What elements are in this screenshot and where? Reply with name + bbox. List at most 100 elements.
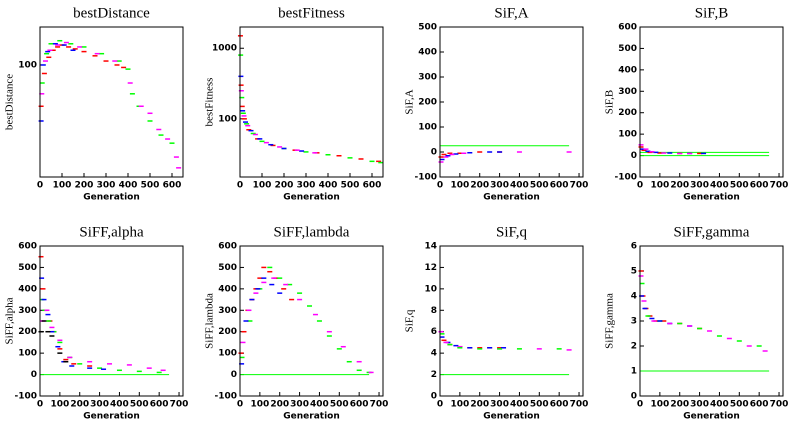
scatter-point: [87, 367, 93, 369]
plot-frame: [39, 26, 184, 178]
scatter-point: [245, 124, 251, 127]
scatter-point: [316, 320, 322, 322]
scatter-point: [239, 363, 245, 365]
scatter-point: [516, 348, 522, 350]
x-tick-label: 300: [90, 400, 109, 410]
x-tick-label: 0: [237, 400, 243, 410]
chart-title: SiF,q: [496, 224, 527, 240]
scatter-point: [443, 341, 449, 344]
scatter-point: [312, 152, 318, 154]
x-tick-label: 500: [530, 181, 549, 191]
y-axis-label: bestDistance: [4, 74, 16, 130]
scatter-point: [50, 49, 56, 51]
scatter-point: [487, 347, 493, 349]
scatter-point: [677, 322, 683, 325]
scatter-point: [287, 283, 293, 286]
scatter-point: [253, 292, 259, 294]
y-axis-label: SiF,q: [404, 309, 416, 332]
scatter-point: [449, 153, 455, 156]
y-tick-label: 200: [618, 108, 637, 118]
x-tick-label: 400: [510, 181, 529, 191]
x-tick-label: 500: [530, 400, 549, 410]
scatter-point: [756, 345, 762, 347]
scatter-point: [697, 152, 703, 155]
scatter-point: [453, 153, 459, 155]
scatter-point: [439, 333, 445, 335]
scatter-point: [38, 255, 44, 258]
scatter-point: [639, 148, 645, 150]
x-tick-label: 600: [550, 400, 569, 410]
scatter-point: [289, 298, 295, 301]
y-tick-label: 600: [618, 23, 637, 33]
x-tick-label: 300: [290, 400, 309, 410]
x-tick-label: 400: [119, 181, 138, 191]
y-tick-label: 0: [631, 151, 637, 161]
y-tick-label: 200: [418, 98, 437, 108]
y-tick-label: 0: [31, 370, 37, 380]
scatter-point: [368, 371, 374, 374]
scatter-point: [477, 348, 483, 350]
y-tick-label: 100: [18, 60, 37, 70]
scatter-point: [277, 146, 283, 148]
scatter-point: [477, 347, 483, 349]
plot-frame: [39, 245, 184, 397]
scatter-point: [457, 347, 463, 349]
scatter-point: [240, 112, 246, 115]
scatter-point: [639, 282, 645, 285]
scatter-point: [121, 66, 127, 69]
x-tick-label: 700: [170, 400, 189, 410]
scatter-point: [165, 138, 171, 140]
scatter-point: [277, 292, 283, 294]
scatter-point: [116, 369, 122, 372]
scatter-point: [467, 152, 473, 154]
y-tick-label: 1000: [212, 44, 237, 54]
scatter-point: [443, 156, 449, 158]
x-tick-label: 500: [130, 400, 149, 410]
scatter-point: [55, 345, 61, 348]
scatter-point: [261, 277, 267, 279]
scatter-point: [48, 43, 54, 45]
scatter-point: [649, 317, 655, 320]
scatter-point: [81, 50, 87, 53]
y-tick-label: 100: [218, 349, 237, 359]
plot-frame: [639, 245, 784, 397]
scatter-point: [49, 326, 55, 329]
scatter-point: [156, 371, 162, 374]
scatter-point: [41, 320, 47, 322]
y-tick-label: 100: [418, 123, 437, 133]
x-axis-label: Generation: [683, 193, 740, 203]
scatter-point: [267, 270, 273, 273]
scatter-point: [297, 292, 303, 294]
scatter-point: [336, 155, 342, 157]
scatter-point: [268, 143, 274, 146]
chart-title: SiFF,lambda: [274, 224, 350, 240]
scatter-point: [281, 147, 287, 150]
scatter-point: [240, 341, 246, 344]
scatter-point: [261, 266, 267, 269]
scatter-point: [125, 68, 131, 70]
x-tick-label: 400: [510, 400, 529, 410]
scatter-point: [160, 369, 166, 372]
scatter-point: [441, 339, 447, 342]
y-tick-label: 400: [418, 48, 437, 58]
scatter-point: [376, 160, 382, 163]
scatter-point: [158, 134, 164, 136]
scatter-point: [126, 364, 132, 366]
scatter-point: [241, 118, 247, 120]
x-tick-label: 600: [363, 181, 382, 191]
x-tick-label: 600: [550, 181, 569, 191]
scatter-point: [461, 152, 467, 154]
x-tick-label: 300: [490, 400, 509, 410]
x-tick-label: 0: [437, 400, 443, 410]
scatter-point: [638, 146, 644, 148]
scatter-point: [356, 369, 362, 372]
scatter-point: [46, 320, 52, 322]
scatter-point: [303, 151, 309, 153]
y-tick-label: 200: [218, 327, 237, 337]
scatter-point: [249, 298, 255, 301]
x-tick-label: 300: [297, 181, 316, 191]
scatter-point: [238, 75, 244, 78]
x-tick-label: 300: [690, 400, 709, 410]
scatter-point: [57, 39, 63, 42]
scatter-point: [641, 300, 647, 302]
